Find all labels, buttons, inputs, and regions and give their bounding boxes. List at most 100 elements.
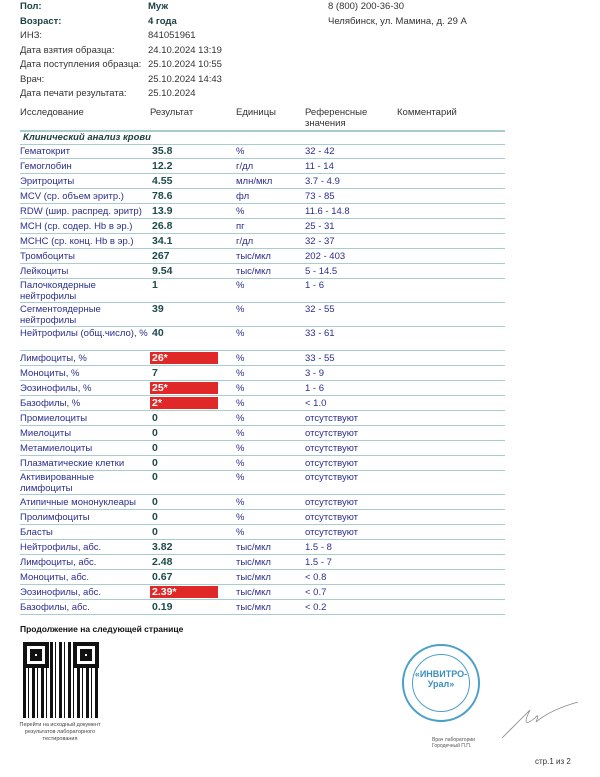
- test-name: Миелоциты: [20, 428, 72, 439]
- reference-range: 25 - 31: [305, 221, 335, 232]
- table-row: Лимфоциты, абс. 2.48 тыс/мкл 1.5 - 7: [20, 555, 505, 570]
- table-row: Эритроциты 4.55 млн/мкл 3.7 - 4.9: [20, 174, 505, 189]
- reference-range: отсутствуют: [305, 413, 359, 424]
- result-value: 39: [152, 303, 164, 315]
- reference-range: 1 - 6: [305, 280, 325, 291]
- unit: %: [236, 413, 245, 424]
- continued-note: Продолжение на следующей странице: [20, 624, 184, 634]
- test-name: Палочкоядерные нейтрофилы: [20, 280, 96, 302]
- signature: [501, 701, 579, 739]
- reference-range: отсутствуют: [305, 472, 359, 483]
- table-row: Эозинофилы, % 25* % 1 - 6: [20, 381, 505, 396]
- test-name: Нейтрофилы (общ.число), %: [20, 328, 148, 339]
- field-value: 841051961: [148, 30, 196, 41]
- unit: млн/мкл: [236, 176, 273, 187]
- field-label: ИНЗ:: [20, 30, 43, 41]
- test-name: Лейкоциты: [20, 266, 69, 277]
- unit: г/дл: [236, 236, 254, 247]
- result-value: 0: [152, 496, 158, 508]
- table-row: MCH (ср. содер. Hb в эр.) 26.8 пг 25 - 3…: [20, 219, 505, 234]
- field-value: 25.10.2024: [148, 88, 196, 99]
- table-row: Нейтрофилы (общ.число), % 40 % 33 - 61: [20, 327, 505, 351]
- result-value: 0: [152, 457, 158, 469]
- field-label: Дата взятия образца:: [20, 44, 115, 56]
- result-value: 0: [152, 442, 158, 454]
- result-value: 1: [152, 279, 158, 291]
- table-row: Моноциты, абс. 0.67 тыс/мкл < 0.8: [20, 570, 505, 585]
- table-row: Плазматические клетки 0 % отсутствуют: [20, 456, 505, 471]
- patient-field: Возраст: 4 года: [20, 15, 320, 30]
- field-value: 25.10.2024 10:55: [148, 59, 222, 70]
- test-name: Лимфоциты, абс.: [20, 557, 97, 568]
- reference-range: 11 - 14: [305, 161, 334, 172]
- unit: %: [236, 443, 245, 454]
- test-name: Метамиелоциты: [20, 443, 93, 454]
- table-row: Базофилы, % 2* % < 1.0: [20, 396, 505, 411]
- field-label: Дата печати результата:: [20, 88, 127, 99]
- unit: тыс/мкл: [236, 572, 271, 583]
- header-comment: Комментарий: [397, 107, 457, 118]
- qr-caption: Перейти на исходный документ результатов…: [19, 722, 101, 742]
- unit: %: [236, 497, 245, 508]
- unit: тыс/мкл: [236, 587, 271, 598]
- unit: тыс/мкл: [236, 251, 271, 262]
- patient-field: ИНЗ: 841051961: [20, 29, 320, 44]
- table-header: Исследование Результат Единицы Референсн…: [20, 107, 505, 130]
- patient-field: Дата печати результата: 25.10.2024: [20, 87, 320, 102]
- table-row: Гематокрит 35.8 % 32 - 42: [20, 144, 505, 159]
- reference-range: 1.5 - 8: [305, 542, 332, 553]
- field-label: Врач:: [20, 73, 45, 85]
- unit: тыс/мкл: [236, 542, 271, 553]
- table-row: Нейтрофилы, абс. 3.82 тыс/мкл 1.5 - 8: [20, 540, 505, 555]
- reference-range: 1 - 6: [305, 383, 325, 394]
- test-name: MCH (ср. содер. Hb в эр.): [20, 221, 133, 232]
- reference-range: 3.7 - 4.9: [305, 176, 340, 187]
- unit: фл: [236, 191, 250, 202]
- result-value: 78.6: [152, 190, 173, 202]
- header-units: Единицы: [236, 107, 277, 118]
- test-name: RDW (шир. распред. эритр): [20, 206, 142, 217]
- test-name: Пролимфоциты: [20, 512, 90, 523]
- unit: %: [236, 304, 245, 315]
- table-row: Палочкоядерные нейтрофилы 1 % 1 - 6: [20, 279, 505, 303]
- result-value: 0.67: [152, 571, 173, 583]
- test-name: Плазматические клетки: [20, 458, 125, 469]
- table-row: Тромбоциты 267 тыс/мкл 202 - 403: [20, 249, 505, 264]
- unit: пг: [236, 221, 245, 232]
- result-value: 9.54: [152, 265, 173, 277]
- test-name: Базофилы, %: [20, 398, 81, 409]
- reference-range: 33 - 55: [305, 353, 335, 364]
- reference-range: < 0.2: [305, 602, 327, 613]
- unit: %: [236, 512, 245, 523]
- result-flagged: 2*: [150, 397, 218, 409]
- result-value: 0: [152, 471, 158, 483]
- result-value: 12.2: [152, 160, 173, 172]
- patient-field: Пол: Муж: [20, 0, 320, 15]
- table-row: Пролимфоциты 0 % отсутствуют: [20, 510, 505, 525]
- qr-code[interactable]: [23, 642, 99, 718]
- section-title: Клинический анализ крови: [20, 130, 505, 145]
- table-row: MCHC (ср. конц. Hb в эр.) 34.1 г/дл 32 -…: [20, 234, 505, 249]
- table-row: Эозинофилы, абс. 2.39* тыс/мкл < 0.7: [20, 585, 505, 600]
- result-flagged: 25*: [150, 382, 218, 394]
- table-row: Лимфоциты, % 26* % 33 - 55: [20, 351, 505, 366]
- result-value: 34.1: [152, 235, 173, 247]
- test-name: Эозинофилы, %: [20, 383, 92, 394]
- unit: %: [236, 280, 245, 291]
- test-name: Нейтрофилы, абс.: [20, 542, 102, 553]
- reference-range: 32 - 37: [305, 236, 335, 247]
- reference-range: 32 - 42: [305, 146, 335, 157]
- result-value: 0: [152, 427, 158, 439]
- result-value: 7: [152, 367, 158, 379]
- header-test: Исследование: [20, 107, 84, 118]
- reference-range: отсутствуют: [305, 527, 359, 538]
- test-name: Гематокрит: [20, 146, 71, 157]
- unit: %: [236, 353, 245, 364]
- reference-range: отсутствуют: [305, 512, 359, 523]
- result-value: 35.8: [152, 145, 173, 157]
- unit: тыс/мкл: [236, 602, 271, 613]
- test-name: Гемоглобин: [20, 161, 72, 172]
- table-row: Сегментоядерные нейтрофилы 39 % 32 - 55: [20, 303, 505, 327]
- result-value: 0: [152, 511, 158, 523]
- reference-range: 32 - 55: [305, 304, 335, 315]
